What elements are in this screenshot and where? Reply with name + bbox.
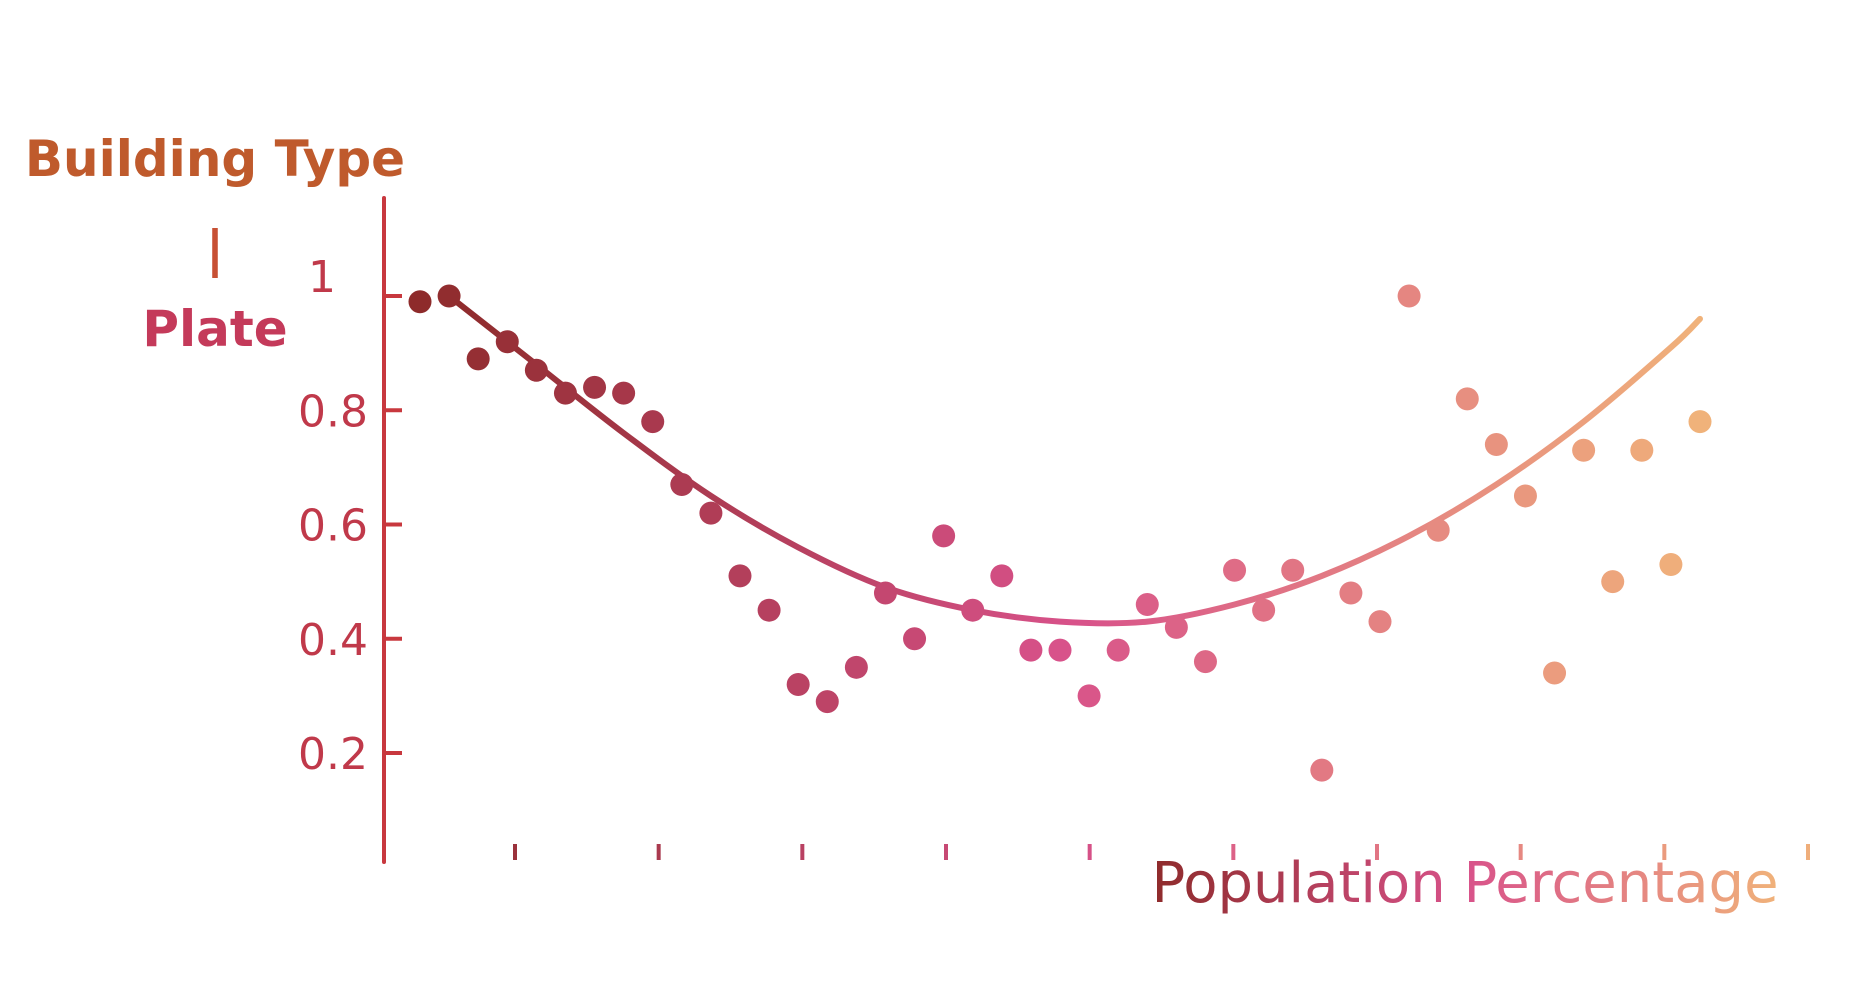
data-point — [1339, 581, 1363, 605]
y-tick-label: 1 — [308, 252, 336, 303]
data-point — [1484, 433, 1508, 457]
data-point — [1688, 410, 1712, 434]
data-point — [757, 598, 781, 622]
trend-line — [446, 293, 1703, 627]
x-axis-label: Population Percentage — [1151, 851, 1778, 916]
data-point — [990, 564, 1014, 588]
y-tick-label: 0.6 — [298, 501, 368, 552]
data-point — [1164, 615, 1188, 639]
y-tick-label: 0.8 — [298, 386, 368, 437]
data-points — [408, 284, 1712, 782]
data-point — [1193, 650, 1217, 674]
data-point — [1368, 610, 1392, 634]
data-point — [786, 672, 810, 696]
data-point — [699, 501, 723, 525]
data-point — [612, 381, 636, 405]
data-point — [873, 581, 897, 605]
data-point — [524, 358, 548, 382]
data-point — [932, 524, 956, 548]
y-axis-label-line1: Building Type — [25, 130, 405, 188]
data-point — [728, 564, 752, 588]
data-point — [1397, 284, 1421, 308]
data-point — [1455, 387, 1479, 411]
data-point — [1513, 484, 1537, 508]
data-point — [583, 375, 607, 399]
y-axis-ticks: 0.2 0.4 0.6 0.8 1 — [298, 252, 402, 780]
data-point — [641, 410, 665, 434]
data-point — [1543, 661, 1567, 685]
y-axis-label-separator: | — [206, 220, 224, 278]
data-point — [1281, 558, 1305, 582]
data-point — [670, 473, 694, 497]
data-point — [466, 347, 490, 371]
data-point — [1135, 592, 1159, 616]
data-point — [408, 290, 432, 314]
data-point — [1601, 570, 1625, 594]
data-point — [903, 627, 927, 651]
data-point — [1019, 638, 1043, 662]
data-point — [1310, 758, 1334, 782]
x-axis-ticks — [513, 844, 1810, 860]
data-point — [553, 381, 577, 405]
y-axis-label-line2: Plate — [142, 300, 287, 358]
data-point — [495, 330, 519, 354]
data-point — [1630, 438, 1654, 462]
y-tick-label: 0.4 — [298, 615, 368, 666]
data-point — [1077, 684, 1101, 708]
data-point — [961, 598, 985, 622]
data-point — [1572, 438, 1596, 462]
data-point — [1048, 638, 1072, 662]
data-point — [1426, 518, 1450, 542]
data-point — [1223, 558, 1247, 582]
data-point — [1252, 598, 1276, 622]
data-point — [815, 690, 839, 714]
y-tick-label: 0.2 — [298, 729, 368, 780]
data-point — [844, 655, 868, 679]
data-point — [437, 284, 461, 308]
data-point — [1106, 638, 1130, 662]
data-point — [1659, 552, 1683, 576]
